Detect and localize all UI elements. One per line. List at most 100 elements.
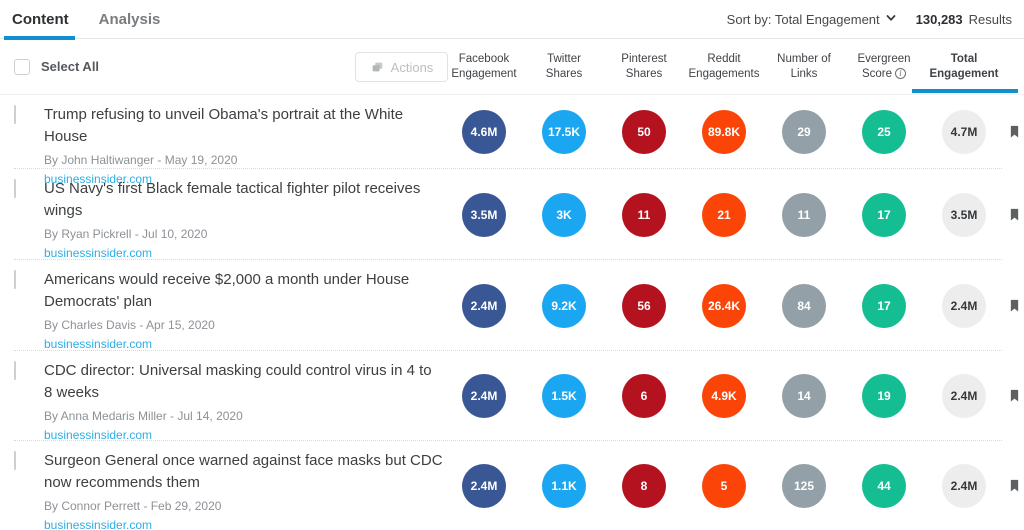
evergreen-score-badge: 44 (862, 463, 906, 508)
reddit-engagements-badge: 26.4K (702, 283, 746, 328)
metric-badges: 2.4M 1.1K 8 5 125 44 2.4M (444, 441, 1004, 530)
bookmark-icon[interactable] (1009, 299, 1020, 313)
table-header: Select All Actions Facebook Engagement T… (0, 39, 1024, 95)
sort-by-label: Sort by: Total Engagement (726, 11, 880, 27)
article-byline: By Charles Davis - Apr 15, 2020 (44, 318, 215, 332)
row-checkbox-cell (0, 441, 44, 530)
article-byline: By Connor Perrett - Feb 29, 2020 (44, 499, 222, 513)
evergreen-score-badge: 19 (862, 374, 906, 418)
select-all-checkbox[interactable] (14, 58, 30, 75)
tab-analysis[interactable]: Analysis (98, 10, 161, 28)
result-row: CDC director: Universal masking could co… (0, 351, 1024, 442)
bookmark-cell (1004, 260, 1024, 351)
total-engagement-badge: 2.4M (942, 374, 986, 418)
article-domain-link[interactable]: businessinsider.com (44, 337, 153, 351)
article-domain-link[interactable]: businessinsider.com (44, 428, 153, 442)
metric-badges: 2.4M 9.2K 56 26.4K 84 17 2.4M (444, 260, 1004, 351)
article-info: US Navy's first Black female tactical fi… (44, 169, 444, 260)
twitter-shares-badge: 9.2K (542, 283, 586, 328)
select-all-control: Select All (0, 58, 260, 75)
bookmark-icon[interactable] (1009, 208, 1020, 222)
metric-badges: 4.6M 17.5K 50 89.8K 29 25 4.7M (444, 95, 1004, 169)
bookmark-icon[interactable] (1009, 479, 1020, 493)
article-byline: By Ryan Pickrell - Jul 10, 2020 (44, 227, 208, 241)
article-title[interactable]: Surgeon General once warned against face… (44, 452, 443, 491)
results-list: Trump refusing to unveil Obama's portrai… (0, 95, 1024, 530)
bookmark-cell (1004, 169, 1024, 260)
sort-by-dropdown[interactable]: Sort by: Total Engagement (727, 12, 896, 27)
result-row: US Navy's first Black female tactical fi… (0, 169, 1024, 260)
article-title[interactable]: Americans would receive $2,000 a month u… (44, 271, 410, 310)
number-of-links-badge: 84 (782, 283, 826, 328)
article-byline: By John Haltiwanger - May 19, 2020 (44, 153, 238, 167)
number-of-links-badge: 11 (782, 192, 826, 237)
tab-content[interactable]: Content (4, 0, 75, 40)
column-header-evergreen: Evergreen Score i (857, 53, 911, 80)
total-engagement-badge: 3.5M (942, 192, 986, 237)
column-header-pinterest: Pinterest Shares (621, 53, 667, 80)
column-header-reddit: Reddit Engagements (688, 53, 760, 80)
row-checkbox-cell (0, 95, 44, 169)
article-domain-link[interactable]: businessinsider.com (44, 518, 153, 530)
twitter-shares-badge: 3K (542, 192, 586, 237)
bookmark-icon[interactable] (1009, 389, 1020, 403)
results-label: Results (968, 11, 1012, 27)
results-count: 130,283 (915, 11, 963, 27)
row-checkbox[interactable] (14, 179, 16, 198)
evergreen-score-badge: 25 (862, 110, 906, 154)
reddit-engagements-badge: 4.9K (702, 374, 746, 418)
article-title[interactable]: US Navy's first Black female tactical fi… (44, 180, 421, 219)
row-checkbox[interactable] (14, 451, 16, 470)
reddit-engagements-badge: 5 (702, 463, 746, 508)
info-icon[interactable]: i (895, 68, 907, 79)
pinterest-shares-badge: 56 (622, 283, 666, 328)
row-checkbox[interactable] (14, 270, 16, 289)
result-row: Surgeon General once warned against face… (0, 441, 1024, 530)
column-header-facebook: Facebook Engagement (451, 53, 517, 80)
facebook-engagement-badge: 2.4M (462, 463, 506, 508)
article-info: Surgeon General once warned against face… (44, 441, 444, 530)
pinterest-shares-badge: 11 (622, 192, 666, 237)
pinterest-shares-badge: 6 (622, 374, 666, 418)
column-headers: Facebook Engagement Twitter Shares Pinte… (444, 39, 1018, 95)
bookmark-cell (1004, 351, 1024, 441)
article-title[interactable]: Trump refusing to unveil Obama's portrai… (44, 106, 404, 145)
number-of-links-badge: 29 (782, 110, 826, 154)
bookmark-icon[interactable] (1009, 125, 1020, 139)
column-header-twitter: Twitter Shares (545, 53, 583, 80)
reddit-engagements-badge: 21 (702, 192, 746, 237)
article-domain-link[interactable]: businessinsider.com (44, 172, 153, 186)
top-tab-bar: Content Analysis Sort by: Total Engageme… (0, 0, 1024, 40)
row-checkbox-cell (0, 169, 44, 260)
article-info: CDC director: Universal masking could co… (44, 351, 444, 442)
facebook-engagement-badge: 3.5M (462, 192, 506, 237)
article-title[interactable]: CDC director: Universal masking could co… (44, 362, 432, 401)
row-checkbox-cell (0, 351, 44, 441)
reddit-engagements-badge: 89.8K (702, 110, 746, 154)
row-checkbox[interactable] (14, 105, 16, 124)
pinterest-shares-badge: 8 (622, 463, 666, 508)
metric-badges: 2.4M 1.5K 6 4.9K 14 19 2.4M (444, 351, 1004, 441)
facebook-engagement-badge: 2.4M (462, 374, 506, 418)
result-row: Trump refusing to unveil Obama's portrai… (0, 95, 1024, 186)
article-domain-link[interactable]: businessinsider.com (44, 246, 153, 260)
twitter-shares-badge: 1.5K (542, 374, 586, 418)
row-checkbox[interactable] (14, 361, 16, 380)
pinterest-shares-badge: 50 (622, 110, 666, 154)
total-engagement-badge: 2.4M (942, 283, 986, 328)
bookmark-cell (1004, 441, 1024, 530)
actions-button[interactable]: Actions (355, 52, 448, 82)
article-byline: By Anna Medaris Miller - Jul 14, 2020 (44, 409, 243, 423)
total-engagement-badge: 4.7M (942, 110, 986, 154)
facebook-engagement-badge: 4.6M (462, 110, 506, 154)
row-checkbox-cell (0, 260, 44, 351)
topbar-right: Sort by: Total Engagement 130,283 Result… (727, 12, 1024, 27)
number-of-links-badge: 14 (782, 374, 826, 418)
chevron-down-icon (886, 15, 896, 21)
twitter-shares-badge: 1.1K (542, 463, 586, 508)
facebook-engagement-badge: 2.4M (462, 283, 506, 328)
column-header-links: Number of Links (777, 53, 831, 80)
twitter-shares-badge: 17.5K (542, 110, 586, 154)
total-engagement-badge: 2.4M (942, 463, 986, 508)
